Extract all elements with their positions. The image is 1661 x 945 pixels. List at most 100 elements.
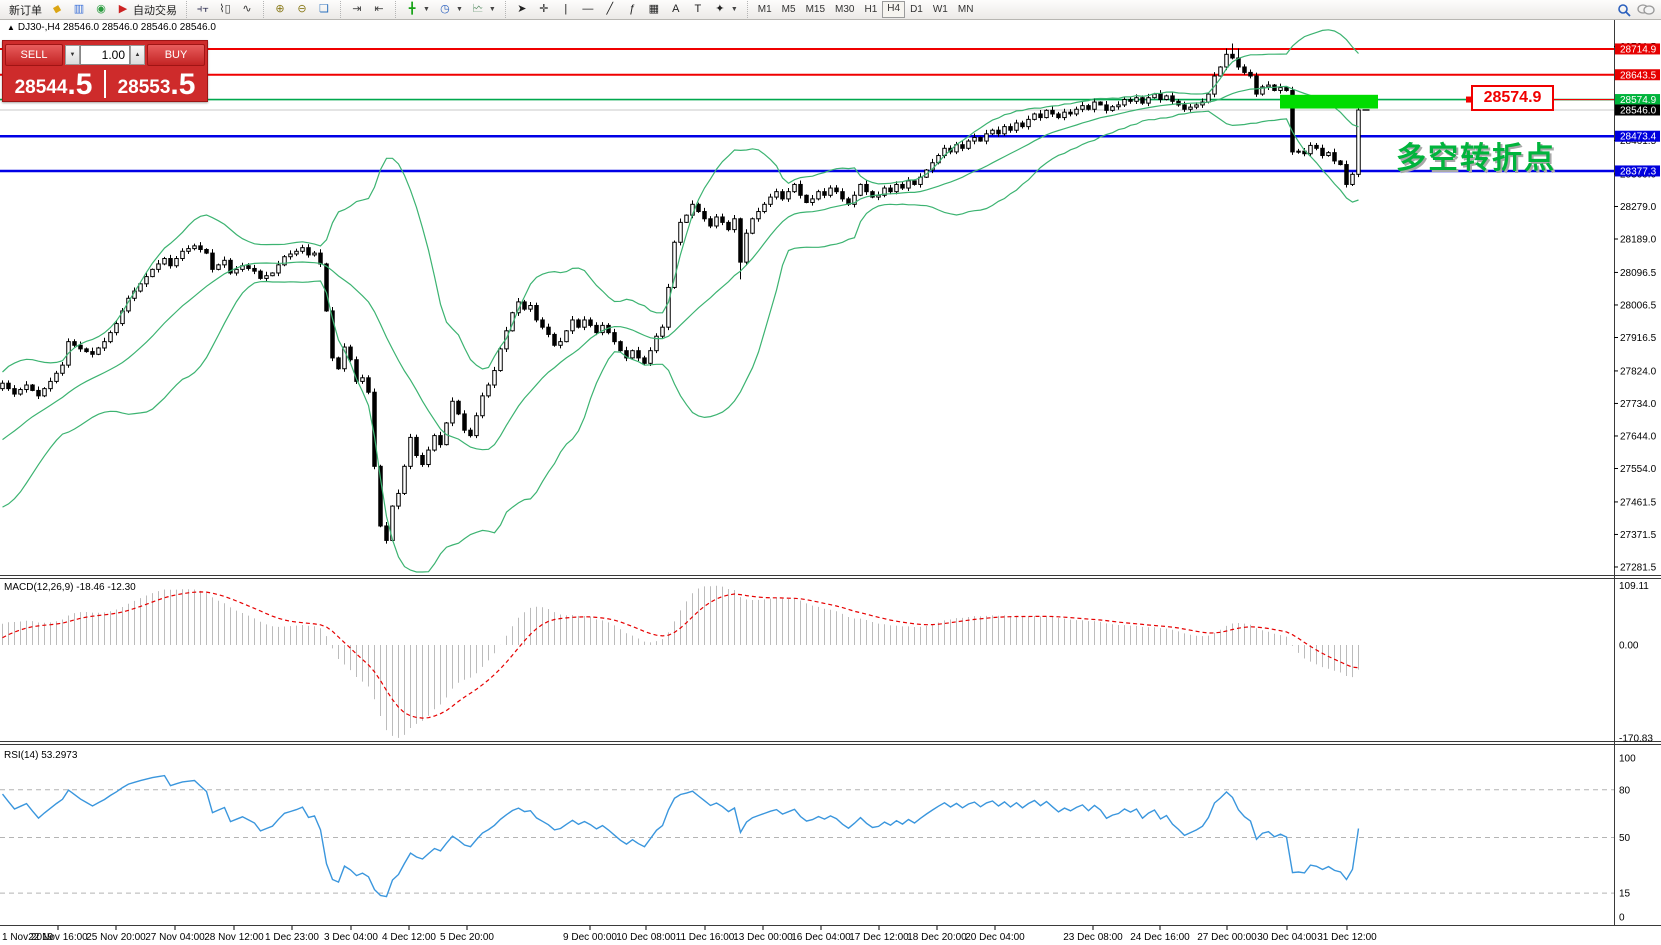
sell-price[interactable]: 28544.5 [14, 68, 93, 101]
candle-body [642, 357, 647, 364]
zoom-in-icon[interactable]: ⊕ [275, 3, 285, 15]
candle-body [162, 258, 167, 265]
time-tick-label[interactable]: 11 Dec 16:00 [676, 932, 735, 943]
turning-point-note[interactable]: 多空转折点 [1396, 142, 1556, 175]
timeframe-button-h4[interactable]: H4 [882, 1, 906, 18]
add-indicator-button[interactable]: ╋ ▼ [408, 3, 430, 15]
bar-chart-icon[interactable]: ⫞⫟ [196, 3, 210, 15]
candlestick-chart-icon[interactable]: ⌇▯ [219, 3, 231, 15]
fibonacci-icon[interactable]: ƒ [628, 3, 635, 15]
crosshair-icon[interactable]: ✛ [539, 3, 549, 15]
time-tick-label[interactable]: 24 Dec 16:00 [1130, 932, 1190, 943]
candle-body [666, 286, 671, 328]
timeframe-button-m5[interactable]: M5 [781, 4, 796, 15]
toolbar-group-trade: 新订单 ◆ ▥ ◉ ▶ 自动交易 [0, 1, 186, 18]
text-label-tool-icon[interactable]: T [694, 3, 702, 15]
time-tick-label[interactable]: 17 Dec 12:00 [849, 932, 909, 943]
candle-body [1194, 104, 1199, 108]
candle-body [288, 253, 293, 258]
time-tick-label[interactable]: 4 Dec 12:00 [382, 932, 436, 943]
candle-body [1332, 152, 1337, 162]
time-tick-label[interactable]: 27 Dec 00:00 [1197, 932, 1257, 943]
price-tag-label[interactable]: 28574.9 [1471, 85, 1554, 111]
main-toolbar: 新订单 ◆ ▥ ◉ ▶ 自动交易 ⫞⫟ ⌇▯ ∿ ⊕ ⊖ ❏ ⇥ ⇤ ╋ ▼ ◷ ▼ [0, 0, 1661, 20]
time-tick-label[interactable]: 30 Dec 04:00 [1257, 932, 1317, 943]
timeframe-button-m30[interactable]: M30 [835, 4, 855, 15]
vertical-line-icon[interactable]: | [564, 3, 568, 15]
time-tick-label[interactable]: 18 Dec 20:00 [907, 932, 967, 943]
zoom-out-icon[interactable]: ⊖ [297, 3, 307, 15]
new-order-button[interactable]: 新订单 [9, 4, 42, 17]
green-highlight-box[interactable] [1280, 94, 1378, 109]
tag-anchor-square [1466, 96, 1472, 103]
trendline-icon[interactable]: ╱ [606, 3, 614, 15]
candle-body [36, 389, 41, 397]
time-tick-label[interactable]: 13 Dec 00:00 [733, 932, 793, 943]
time-tick-label[interactable]: 22 Nov 16:00 [28, 932, 88, 943]
candle-body [24, 384, 29, 391]
buy-price[interactable]: 28553.5 [117, 68, 196, 101]
candle-body [1122, 99, 1127, 106]
candle-body [750, 218, 755, 234]
tile-windows-icon[interactable]: ❏ [319, 3, 329, 15]
timeframe-button-d1[interactable]: D1 [910, 4, 923, 15]
sell-button[interactable]: SELL [5, 44, 63, 66]
period-button[interactable]: ◷ ▼ [440, 3, 463, 15]
time-tick-label[interactable]: 3 Dec 04:00 [324, 932, 378, 943]
templates-button[interactable]: 🗠︎ ▼ [472, 3, 496, 15]
kite-icon[interactable]: ◆ [51, 2, 63, 16]
price-tick-label: 27644.0 [1620, 431, 1657, 442]
auto-scroll-icon[interactable]: ⇤ [374, 3, 384, 15]
time-tick-label[interactable]: 25 Nov 20:00 [86, 932, 146, 943]
chart-shift-icon[interactable]: ⇥ [352, 3, 362, 15]
grid-icon[interactable]: ▦ [648, 3, 660, 15]
arrows-tool-icon[interactable]: ✦ ▼ [715, 3, 738, 15]
time-tick-label[interactable]: 5 Dec 20:00 [440, 932, 494, 943]
signal-icon[interactable]: ◉ [96, 3, 106, 15]
time-tick-label[interactable]: 20 Dec 04:00 [965, 932, 1025, 943]
search-icon[interactable] [1617, 3, 1631, 17]
candle-body [72, 341, 77, 346]
buy-button[interactable]: BUY [147, 44, 205, 66]
volume-decrease-button[interactable]: ▼ [65, 45, 80, 65]
timeframe-button-m15[interactable]: M15 [805, 4, 826, 15]
text-tool-icon[interactable]: A [672, 3, 680, 15]
chart-title: ▲ DJ30-,H4 28546.0 28546.0 28546.0 28546.… [7, 22, 216, 33]
volume-increase-button[interactable]: ▲ [130, 45, 145, 65]
time-tick-label[interactable]: 16 Dec 04:00 [791, 932, 851, 943]
timeframe-button-w1[interactable]: W1 [932, 4, 948, 15]
candle-body [432, 435, 437, 451]
candle-body [882, 187, 887, 196]
horizontal-line-icon[interactable]: — [582, 3, 594, 15]
macd-axis-label: -170.83 [1619, 733, 1653, 744]
candle-body [834, 187, 839, 193]
time-tick-label[interactable]: 1 Dec 23:00 [265, 932, 319, 943]
market-watch-icon[interactable]: ▥ [73, 3, 85, 15]
candle-body [798, 183, 803, 196]
time-tick-label[interactable]: 23 Dec 08:00 [1063, 932, 1123, 943]
candle-body [756, 211, 761, 220]
price-divider [104, 70, 106, 98]
auto-trading-button[interactable]: ▶ 自动交易 [112, 2, 181, 17]
candle-body [384, 525, 389, 541]
cursor-icon[interactable]: ➤ [517, 3, 527, 15]
time-tick-label[interactable]: 1 Nov 2019 [2, 932, 54, 943]
volume-input[interactable]: 1.00 [80, 45, 130, 65]
candle-body [1026, 118, 1031, 128]
candle-body [336, 357, 341, 370]
candle-body [1314, 144, 1319, 149]
time-tick-label[interactable]: 10 Dec 08:00 [616, 932, 676, 943]
timeframe-button-h1[interactable]: H1 [864, 4, 878, 15]
time-tick-label[interactable]: 28 Nov 12:00 [204, 932, 264, 943]
timeframe-button-mn[interactable]: MN [957, 4, 974, 15]
timeframe-button-m1[interactable]: M1 [757, 4, 772, 15]
time-tick-label[interactable]: 31 Dec 12:00 [1317, 932, 1377, 943]
line-chart-icon[interactable]: ∿ [242, 3, 252, 15]
time-tick-label[interactable]: 27 Nov 04:00 [145, 932, 205, 943]
candle-body [636, 350, 641, 359]
time-tick-label[interactable]: 9 Dec 00:00 [563, 932, 617, 943]
candle-body [456, 400, 461, 415]
chat-icon[interactable] [1637, 3, 1655, 17]
